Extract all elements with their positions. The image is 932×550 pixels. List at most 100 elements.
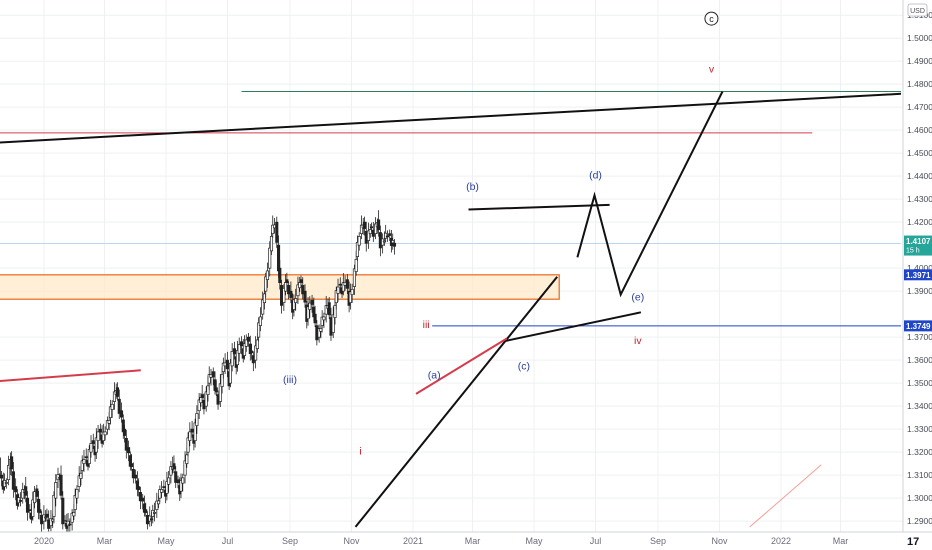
candle-body (289, 290, 293, 298)
candle-body (7, 465, 11, 481)
x-tick-labels: 2020 Mar May Jul Sep Nov 2021 Mar May Jul Sep Nov 20… (34, 536, 848, 546)
candle-body (310, 299, 314, 305)
candle-body (167, 477, 171, 485)
wave-label: iv (634, 335, 642, 347)
candle-body (122, 428, 127, 436)
candle-body (230, 351, 234, 367)
candle-body (199, 397, 203, 404)
candle-body (68, 523, 72, 526)
candle-body (96, 431, 100, 441)
price-tags: 1.4107 15 h 1.3971 1.3749 (904, 235, 932, 332)
candle-body (258, 316, 262, 326)
candle-body (186, 437, 190, 453)
wave-label: (e) (631, 291, 644, 303)
candle-body (296, 284, 300, 297)
candle-body (255, 339, 259, 349)
candle-body (127, 447, 131, 454)
candle-body (72, 512, 76, 517)
candle-body (51, 518, 55, 522)
candle-body (362, 221, 367, 229)
candle-body (152, 512, 157, 514)
candle-body (359, 224, 364, 235)
candle-body (261, 299, 265, 315)
candle-body (264, 276, 268, 292)
candle-body (190, 428, 194, 433)
candle-body (303, 290, 307, 303)
y-tick-label: 1.3500 (907, 378, 932, 388)
candle-body (101, 431, 105, 441)
y-tick-label: 1.3200 (907, 447, 932, 457)
price-tag-value: 1.4107 (906, 237, 931, 246)
trendline[interactable] (503, 311, 642, 343)
candle-body (193, 422, 197, 441)
trendline[interactable] (749, 464, 822, 528)
candle-body (89, 443, 93, 453)
wave-label: i (359, 445, 361, 457)
candle-body (348, 291, 352, 303)
x-tick-label: Sep (650, 536, 666, 546)
wave-label: iii (423, 319, 430, 331)
candle-body (75, 489, 79, 499)
candle-body (137, 486, 141, 490)
x-tick-label: 2022 (771, 536, 791, 546)
candle-body (174, 471, 178, 483)
trendline[interactable] (0, 92, 902, 145)
trendline[interactable] (354, 276, 558, 528)
candle-body (298, 282, 302, 289)
candle-body (262, 293, 266, 303)
candle-body (0, 474, 4, 479)
candle-body (82, 459, 86, 464)
candle-body (188, 431, 192, 441)
x-tick-label: Nov (712, 536, 729, 546)
candle-body (239, 341, 244, 347)
y-tick-label: 1.4800 (907, 79, 932, 89)
candle-body (73, 494, 77, 510)
candle-body (107, 420, 111, 424)
candle-body (278, 267, 282, 283)
candle-body (299, 279, 303, 283)
candle-body (25, 497, 30, 513)
candle-body (49, 517, 53, 527)
candle-body (370, 226, 374, 229)
trendline[interactable] (576, 91, 724, 298)
candle-body (374, 223, 378, 235)
candle-body (269, 236, 274, 252)
candle-body (285, 279, 289, 283)
y-tick-label: 1.4200 (907, 217, 932, 227)
tv-logo-icon: 17 (907, 536, 919, 548)
candle-body (134, 474, 138, 479)
candle-body (138, 492, 142, 502)
x-tick-label: May (525, 536, 543, 546)
candle-body (388, 233, 392, 236)
trendline[interactable] (415, 337, 508, 395)
candle-body (232, 348, 236, 355)
candle-body (59, 474, 63, 496)
candle-body (79, 472, 83, 479)
trendline[interactable] (468, 203, 610, 211)
candle-body (355, 242, 359, 258)
trendlines[interactable] (0, 91, 902, 528)
candle-body (350, 288, 354, 295)
candle-body (306, 306, 310, 320)
candles (0, 210, 397, 536)
x-tick-label: Jul (222, 536, 234, 546)
y-tick-label: 1.3600 (907, 355, 932, 365)
candle-body (18, 500, 22, 502)
candle-body (195, 413, 199, 427)
trendline[interactable] (0, 369, 141, 384)
y-tick-label: 1.4000 (907, 263, 932, 273)
price-tag-bg (904, 235, 932, 256)
candle-body (341, 282, 345, 292)
candle-body (52, 494, 56, 517)
candle-body (66, 520, 70, 527)
tv-logo: 17 (907, 536, 919, 548)
candle-body (91, 440, 95, 444)
wave-label: (a) (428, 370, 441, 382)
candle-body (211, 371, 215, 378)
y-tick-label: 1.4600 (907, 125, 932, 135)
candle-body (87, 449, 91, 464)
candle-body (28, 509, 32, 511)
grid (0, 0, 903, 532)
candle-body (327, 302, 331, 316)
